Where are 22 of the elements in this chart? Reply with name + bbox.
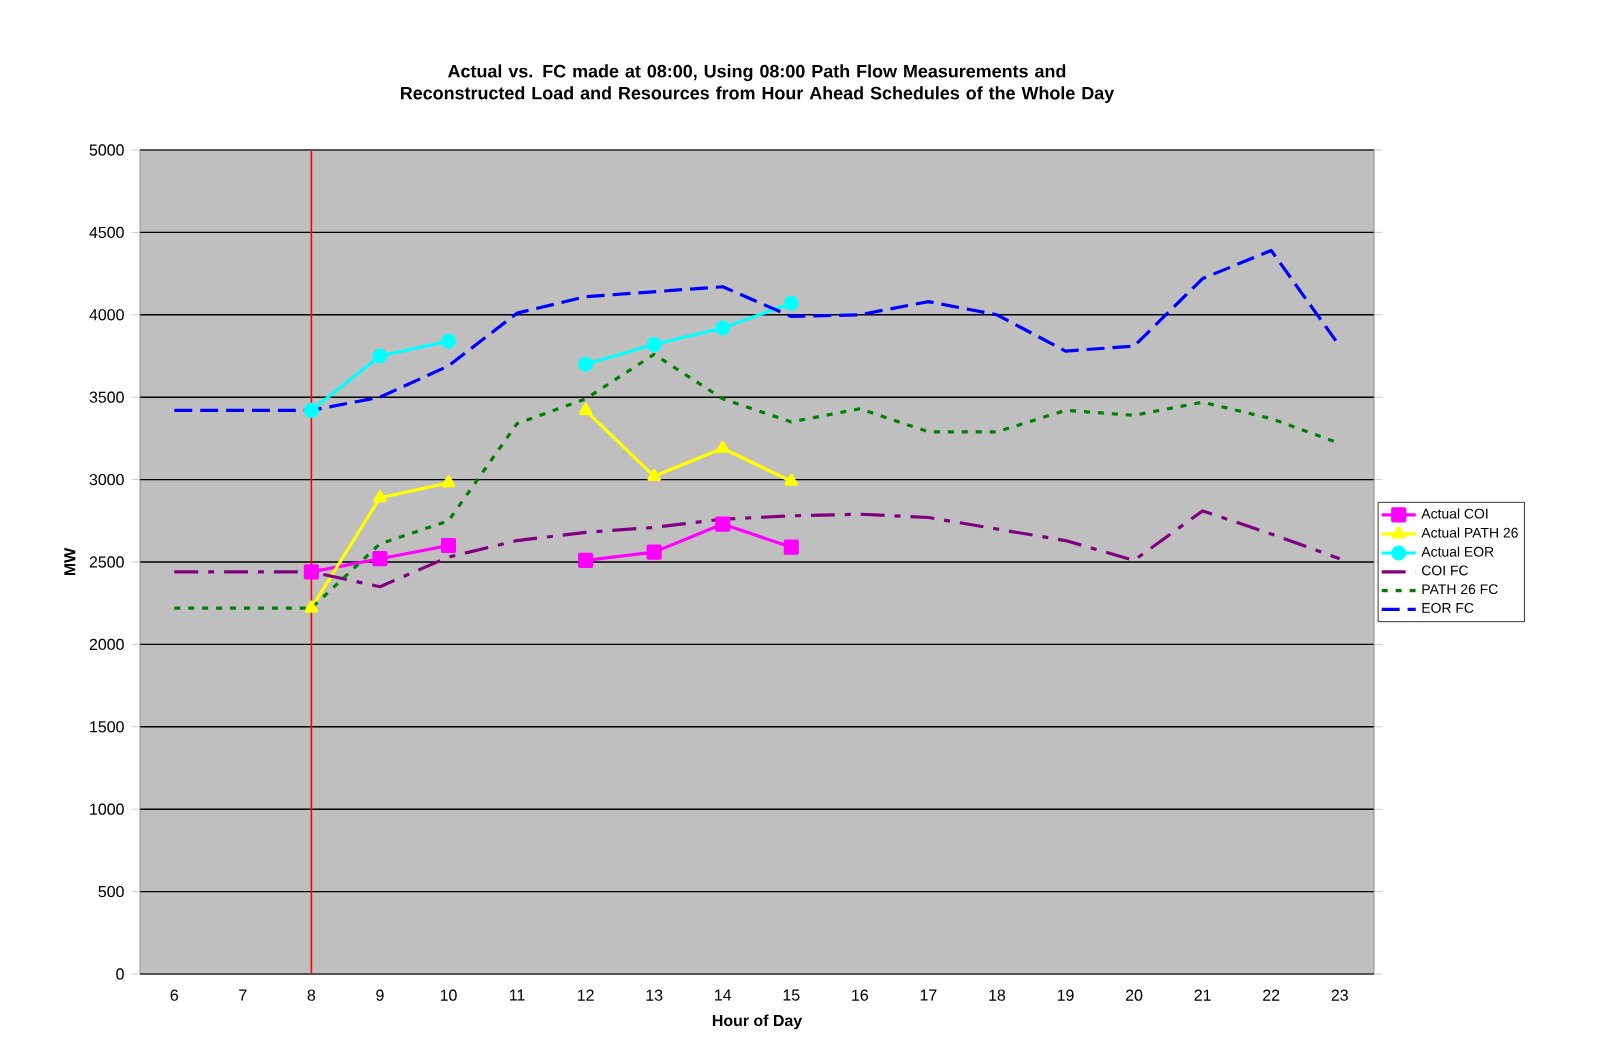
point: [578, 552, 594, 568]
point: [372, 348, 388, 364]
point: [372, 551, 388, 567]
point: [303, 564, 319, 580]
point: [441, 475, 456, 488]
point: [304, 600, 319, 613]
point: [373, 490, 387, 503]
point: [578, 356, 594, 372]
point: [440, 333, 457, 349]
point: [303, 402, 319, 418]
chart-title: Actual vs. FC made at 08:00, Using 08:00 Path Flow Measurements and Reconstructed Load and Resources from Hour Ahead Schedules of the Whole Day: [400, 64, 1115, 103]
point: [578, 402, 593, 415]
point: [715, 440, 730, 453]
point: [440, 537, 457, 554]
point: [783, 539, 799, 555]
point: [646, 544, 662, 560]
point: [647, 468, 661, 481]
point: [715, 516, 731, 532]
point: [715, 320, 731, 336]
point: [783, 295, 799, 311]
point: [646, 336, 662, 353]
point: [784, 473, 799, 486]
